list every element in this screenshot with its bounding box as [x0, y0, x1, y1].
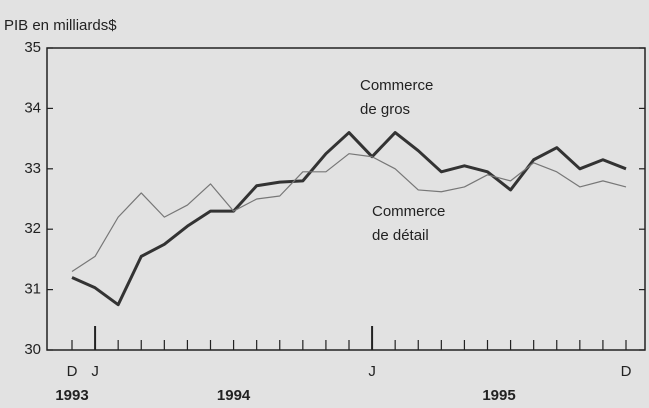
- x-tick-label: D: [67, 363, 78, 380]
- series-line: [71, 131, 627, 307]
- y-axis-label: PIB en milliards$: [4, 17, 117, 34]
- x-tick-label: J: [368, 363, 376, 380]
- y-tick-label: 31: [24, 281, 41, 298]
- series-label-line: de gros: [360, 101, 410, 118]
- y-tick-label: 34: [24, 99, 41, 116]
- series-line: [71, 153, 627, 272]
- series-label: Commerce de détail: [372, 203, 445, 244]
- x-tick-label: D: [621, 363, 632, 380]
- x-group-label: 1993: [55, 387, 88, 404]
- x-group-label: 1994: [217, 387, 251, 404]
- y-tick-label: 33: [24, 160, 41, 177]
- x-tick-label: J: [91, 363, 99, 380]
- y-tick-label: 32: [24, 220, 41, 237]
- plot-frame: [46, 47, 646, 351]
- y-tick-label: 30: [24, 341, 41, 358]
- series-label: Commerce de gros: [360, 77, 433, 118]
- series-label-line: Commerce: [372, 203, 445, 220]
- x-group-label: 1995: [482, 387, 515, 404]
- series-label-line: de détail: [372, 227, 429, 244]
- series-label-line: Commerce: [360, 77, 433, 94]
- y-tick-label: 35: [24, 39, 41, 56]
